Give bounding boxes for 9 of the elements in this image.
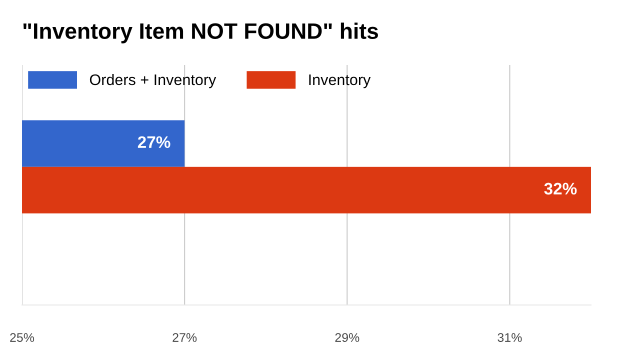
legend-label: Inventory — [309, 74, 371, 88]
data-label: 32% — [544, 182, 577, 195]
x-tick-label: 31% — [498, 333, 522, 342]
x-tick-label: 25% — [10, 333, 34, 342]
legend-label: Orders + Inventory — [90, 74, 216, 88]
chart-title: "Inventory Item NOT FOUND" hits — [23, 22, 378, 44]
data-label: 27% — [138, 136, 170, 148]
x-tick-label: 29% — [335, 333, 360, 342]
x-tick-label: 27% — [172, 333, 197, 342]
